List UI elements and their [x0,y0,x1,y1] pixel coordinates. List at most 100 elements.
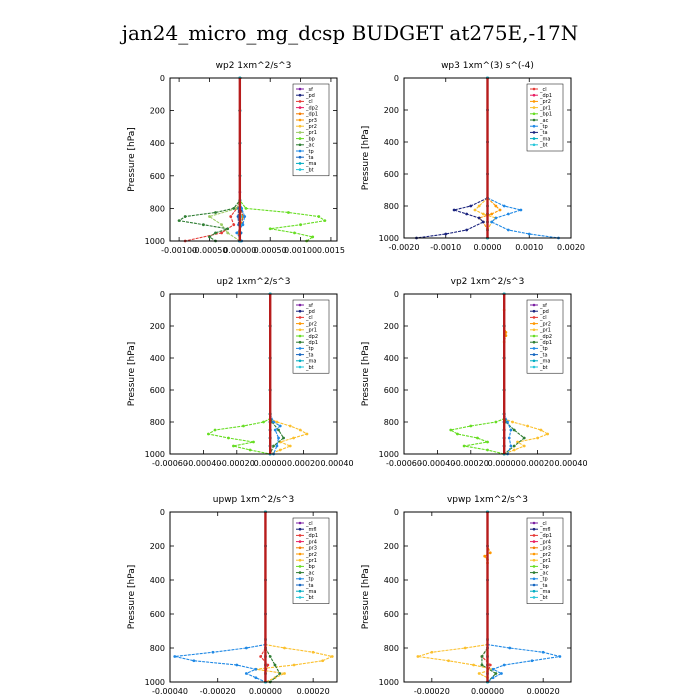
y-tick-label: 0 [160,508,165,517]
series-line_dp1 [269,294,285,455]
data-point [288,424,292,428]
legend-entry: _sf [305,87,313,93]
panel-title: upwp 1xm^2/s^3 [213,495,294,505]
legend-marker [532,540,536,543]
legend-marker [298,521,302,525]
legend-marker [298,106,302,109]
x-tick-label: 0.00000 [223,246,256,255]
data-point [512,444,516,448]
data-point [207,432,210,436]
y-tick-label: 800 [150,204,165,213]
y-tick-label: 600 [150,172,165,181]
data-point [490,212,494,216]
x-tick-label: -0.00020 [414,687,450,696]
legend-entry: _ac [539,570,549,576]
data-point [472,663,475,667]
data-point [463,646,467,650]
legend-entry: _bp [305,564,315,570]
legend-entry: _ta [539,583,548,589]
y-tick-label: 400 [384,354,399,363]
legend-entry: _bt [539,365,548,371]
data-point [530,659,534,663]
x-tick-label: 0.00020 [527,687,560,696]
data-point [541,650,545,654]
legend-entry: _cl [539,521,547,527]
plot-frame [403,293,572,455]
data-point [502,204,506,208]
panel-title: wp2 1xm^2/s^3 [216,61,292,71]
legend-entry: _pd [305,93,315,99]
y-tick-label: 600 [150,386,165,395]
data-point [254,667,258,671]
data-point [232,207,236,210]
legend-marker [298,534,302,537]
data-point [491,667,495,671]
data-point [305,432,309,436]
legend-marker [532,527,536,531]
legend-marker [532,571,536,574]
y-tick-label: 400 [150,576,165,585]
data-point [465,228,469,232]
data-point [465,212,469,216]
data-point [486,448,489,452]
legend-marker [532,534,536,537]
data-point [220,231,224,235]
data-point [177,219,181,223]
legend-marker [298,149,302,153]
data-point [558,655,562,658]
data-point [283,672,286,675]
legend-marker [298,340,302,344]
legend-entry: _ta [539,130,548,136]
data-point [214,211,217,214]
y-tick-label: 1000 [379,450,399,459]
series-line_pr1 [208,78,241,242]
legend-marker [298,155,302,159]
legend-marker [532,322,536,325]
x-tick-label: -0.00020 [219,459,255,468]
legend-marker [298,540,302,543]
y-tick-label: 0 [160,74,165,83]
data-point [183,215,187,218]
data-point [483,554,487,558]
x-tick-label: 0.00050 [254,246,287,255]
data-point [214,231,217,235]
x-tick-label: 0.0015 [317,246,345,255]
x-tick-label: 0.00000 [249,687,282,696]
data-point [494,204,498,208]
data-point [252,440,255,444]
data-point [283,646,286,650]
data-point [456,432,459,436]
legend-marker [298,303,302,307]
y-tick-label: 0 [394,290,399,299]
data-point [469,424,473,428]
legend-entry: _pd [539,309,549,315]
data-point [522,436,526,440]
data-point [272,420,275,424]
data-point [509,428,513,432]
plot-frame [169,511,338,683]
y-tick-label: 1000 [145,450,165,459]
x-tick-label: 0.00040 [320,459,353,468]
data-point [527,232,531,236]
data-point [235,231,239,235]
legend-entry: _tp [539,577,548,583]
data-point [208,235,211,239]
data-point [449,428,453,432]
legend-marker [298,328,302,332]
data-point [292,663,296,667]
legend-entry: _pr2 [539,552,551,558]
data-point [490,220,494,224]
legend-marker [298,353,302,356]
legend-marker [298,589,302,593]
legend-marker [532,347,536,350]
data-point [293,231,296,235]
data-point [213,428,217,432]
legend-entry: _bp [539,564,549,570]
data-point [506,212,510,216]
legend-entry: _ta [305,583,314,589]
legend-entry: _pr2 [305,124,317,130]
legend-marker [532,596,536,599]
legend-entry: _sf [305,303,313,309]
legend-marker [298,558,302,562]
data-point [444,232,448,236]
